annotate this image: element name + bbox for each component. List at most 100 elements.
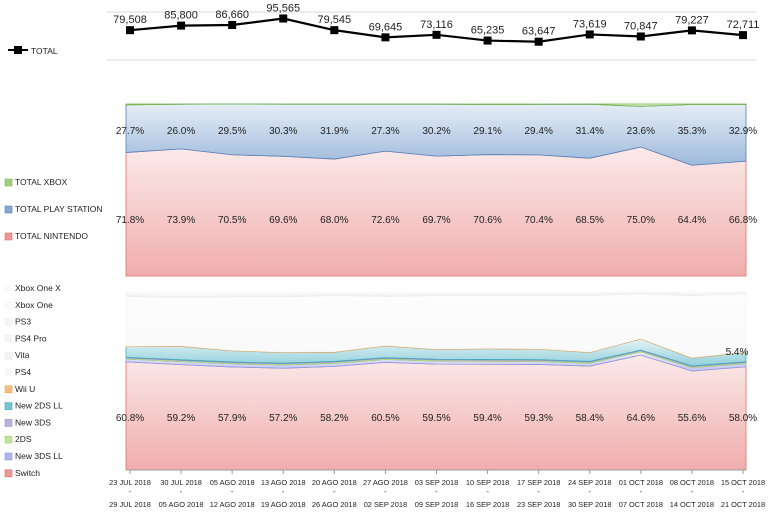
x-tick-label-end: 07 OCT 2018 [619, 500, 663, 509]
legend-label: 2DS [15, 434, 32, 444]
legend-swatch [4, 419, 13, 427]
platform-area-total-xbox [125, 103, 747, 107]
x-tick-label-end: 23 SEP 2018 [517, 500, 560, 509]
x-tick-label-start: 03 SEP 2018 [415, 478, 458, 487]
playstation-data-label: 30.2% [422, 126, 450, 137]
total-marker [330, 26, 339, 35]
total-marker [126, 26, 134, 35]
x-tick-label-start: 17 SEP 2018 [517, 478, 560, 487]
x-tick-label-dash: - [180, 487, 183, 496]
legend-swatch [4, 402, 13, 410]
legend-swatch [4, 385, 13, 394]
total-data-label: 72,711 [727, 19, 760, 31]
legend-total-marker [14, 46, 22, 54]
x-tick-label-dash: - [691, 487, 694, 496]
switch-data-label: 59.2% [167, 413, 195, 424]
x-tick-label-start: 01 OCT 2018 [619, 478, 663, 487]
total-marker [483, 36, 492, 45]
legend-label: Vita [15, 350, 30, 360]
total-data-label: 79,508 [113, 14, 147, 26]
playstation-data-label: 35.3% [678, 126, 706, 137]
switch-data-label: 55.6% [678, 413, 706, 424]
x-tick-label-dash: - [435, 487, 438, 496]
hardware-share-area-chart: 60.8% 59.2% 57.9% 57.2% 58.2% 60.5% 59.5% 59.4%… [4, 283, 757, 478]
switch-data-label: 60.8% [116, 413, 144, 424]
x-tick-label-start: 24 SEP 2018 [568, 478, 611, 487]
x-tick-label-dash: - [537, 487, 540, 496]
legend-swatch [4, 452, 13, 461]
total-data-label: 69,645 [369, 21, 403, 33]
playstation-data-label: 27.3% [371, 126, 399, 137]
x-tick-label-start: 15 OCT 2018 [721, 478, 765, 487]
nintendo-data-label: 73.9% [167, 215, 195, 226]
switch-data-label: 59.4% [473, 413, 501, 424]
nintendo-data-label: 66.8% [729, 215, 757, 226]
x-tick-label-start: 05 AGO 2018 [210, 478, 255, 487]
total-marker [381, 33, 390, 42]
total-marker [585, 30, 594, 39]
x-tick-label-dash: - [589, 487, 592, 496]
new-2ds-ll-data-label: 5.4% [726, 347, 749, 358]
playstation-data-label: 27.7% [116, 126, 144, 137]
legend-swatch [4, 335, 13, 343]
legend-label: New 3DS LL [15, 451, 63, 461]
playstation-data-label: 23.6% [627, 126, 655, 137]
legend-label: Wii U [15, 384, 35, 394]
x-tick-label-dash: - [333, 487, 336, 496]
switch-data-label: 58.2% [320, 413, 348, 424]
total-marker [739, 31, 747, 40]
playstation-data-label: 31.4% [576, 126, 604, 137]
x-tick-label-start: 30 JUL 2018 [160, 478, 202, 487]
x-tick-label-end: 14 OCT 2018 [670, 500, 714, 509]
total-data-label: 79,545 [318, 14, 352, 26]
total-marker [636, 32, 645, 41]
legend-swatch [4, 205, 13, 214]
switch-data-label: 60.5% [371, 413, 399, 424]
x-tick-label-end: 29 JUL 2018 [109, 500, 151, 509]
nintendo-data-label: 64.4% [678, 215, 706, 226]
legend-swatch [4, 435, 13, 444]
nintendo-data-label: 69.6% [269, 215, 297, 226]
x-tick-label-end: 26 AGO 2018 [312, 500, 357, 509]
switch-data-label: 57.9% [218, 413, 246, 424]
x-tick-label-end: 19 AGO 2018 [261, 500, 306, 509]
x-tick-label-start: 13 AGO 2018 [261, 478, 306, 487]
total-line-chart: 79,508 85,800 86,660 95,565 79,545 69,645 73,1… [8, 2, 759, 90]
nintendo-data-label: 72.6% [371, 215, 399, 226]
total-data-label: 73,116 [420, 19, 453, 31]
nintendo-data-label: 75.0% [627, 215, 655, 226]
nintendo-data-label: 70.6% [473, 215, 501, 226]
total-marker [177, 21, 186, 30]
total-data-label: 95,565 [266, 2, 300, 14]
legend-swatch [4, 351, 13, 360]
x-tick-label-end: 21 OCT 2018 [721, 500, 765, 509]
x-tick-label-dash: - [486, 487, 489, 496]
legend-label: PS4 [15, 367, 31, 377]
legend-label: Switch [15, 468, 40, 478]
x-tick-label-dash: - [231, 487, 234, 496]
playstation-data-label: 29.4% [524, 126, 552, 137]
legend-label: TOTAL XBOX [15, 177, 68, 187]
playstation-data-label: 29.5% [218, 126, 246, 137]
x-tick-label-end: 05 AGO 2018 [159, 500, 204, 509]
total-data-label: 86,660 [215, 9, 249, 21]
legend-label: New 3DS [15, 417, 51, 427]
x-tick-label-dash: - [129, 487, 132, 496]
playstation-data-label: 32.9% [729, 126, 757, 137]
total-marker [534, 37, 543, 46]
switch-data-label: 58.4% [576, 413, 604, 424]
total-data-label: 79,227 [675, 14, 709, 26]
legend-label: PS4 Pro [15, 333, 47, 343]
x-tick-label-dash: - [640, 487, 643, 496]
playstation-data-label: 29.1% [473, 126, 501, 137]
nintendo-data-label: 70.5% [218, 215, 246, 226]
switch-data-label: 64.6% [627, 413, 655, 424]
x-tick-label-start: 08 OCT 2018 [670, 478, 714, 487]
nintendo-data-label: 68.5% [576, 215, 604, 226]
legend-swatch [4, 368, 13, 377]
playstation-data-label: 26.0% [167, 126, 195, 137]
x-tick-label-end: 02 SEP 2018 [364, 500, 407, 509]
switch-data-label: 58.0% [729, 413, 757, 424]
